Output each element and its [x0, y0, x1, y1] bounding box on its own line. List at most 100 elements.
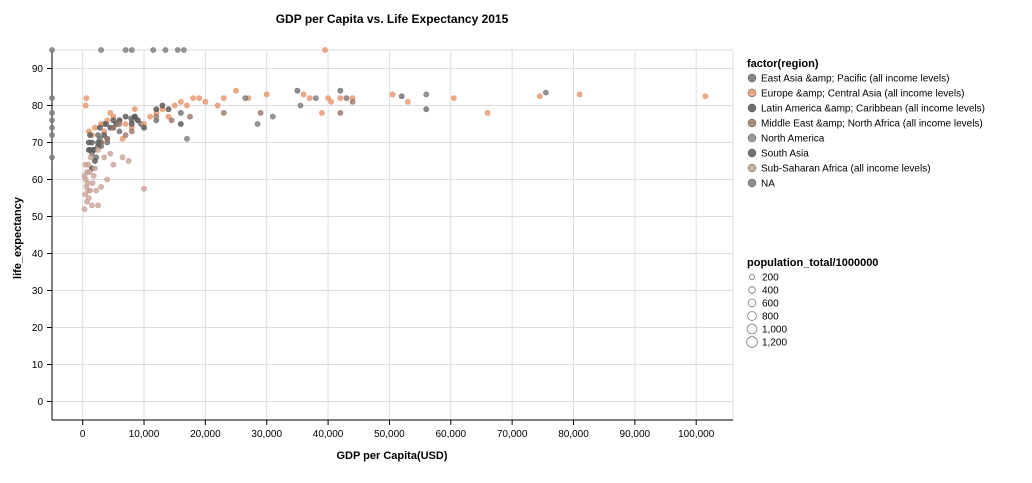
y-tick-label: 0: [37, 397, 43, 408]
data-point: [242, 95, 249, 101]
data-point: [86, 169, 93, 175]
data-point: [93, 187, 100, 194]
data-point: [702, 93, 709, 100]
data-point: [98, 183, 104, 190]
data-point: [423, 106, 430, 113]
chart-title: GDP per Capita vs. Life Expectancy 2015: [276, 12, 509, 26]
data-point: [131, 113, 138, 120]
data-point: [96, 124, 103, 131]
data-point: [92, 165, 98, 172]
points-layer: [49, 47, 709, 212]
size-legend-label: 200: [762, 273, 779, 284]
x-tick-label: 0: [80, 429, 86, 440]
color-legend-swatch: [747, 178, 757, 188]
data-point: [174, 47, 181, 53]
size-legend-swatch: [746, 323, 758, 335]
data-point: [85, 146, 92, 153]
data-point: [269, 113, 276, 120]
data-point: [49, 132, 55, 138]
data-point: [131, 106, 138, 113]
size-legend-swatch: [747, 311, 757, 321]
y-tick-label: 20: [32, 323, 44, 334]
data-point: [294, 87, 301, 94]
data-point: [88, 139, 95, 146]
data-point: [82, 191, 89, 198]
y-tick-label: 30: [32, 286, 44, 297]
y-tick-label: 60: [32, 175, 44, 186]
size-legend-label: 800: [762, 312, 779, 323]
data-point: [103, 121, 109, 127]
data-point: [147, 113, 154, 120]
data-point: [404, 98, 411, 105]
data-point: [177, 110, 184, 116]
data-point: [165, 106, 172, 113]
color-legend-label: Europe &amp; Central Asia (all income le…: [761, 89, 964, 100]
data-point: [343, 95, 350, 101]
data-point: [484, 110, 491, 116]
data-point: [82, 102, 89, 109]
size-legend-swatch: [749, 273, 756, 280]
data-point: [88, 202, 95, 209]
data-point: [110, 124, 117, 131]
data-point: [95, 202, 101, 209]
y-tick-label: 40: [32, 249, 44, 260]
data-point: [110, 161, 117, 168]
data-point: [119, 154, 126, 161]
data-point: [84, 180, 91, 187]
data-point: [125, 158, 132, 164]
data-point: [90, 172, 97, 179]
data-point: [122, 113, 129, 120]
data-point: [82, 161, 89, 168]
data-point: [177, 98, 184, 105]
y-tick-label: 80: [32, 101, 44, 112]
size-legend-label: 1,200: [762, 338, 787, 349]
data-point: [159, 102, 166, 109]
data-point: [187, 113, 193, 120]
data-point: [220, 95, 227, 101]
size-legend-title: population_total/1000000: [747, 257, 878, 269]
color-legend-label: Middle East &amp; North Africa (all inco…: [761, 119, 983, 130]
color-legend-swatch: [747, 148, 757, 158]
color-legend-label: South Asia: [761, 149, 809, 160]
y-tick-label: 50: [32, 212, 44, 223]
data-point: [542, 89, 549, 96]
data-point: [116, 128, 123, 135]
x-tick-label: 20,000: [190, 429, 221, 440]
data-point: [202, 98, 209, 105]
data-point: [306, 95, 313, 101]
color-legend-title: factor(region): [747, 58, 819, 70]
data-point: [328, 98, 335, 105]
data-point: [184, 135, 190, 142]
data-point: [576, 91, 583, 98]
x-tick-label: 30,000: [251, 429, 282, 440]
data-point: [398, 93, 405, 100]
data-point: [49, 124, 55, 131]
y-tick-label: 70: [32, 138, 44, 149]
x-tick-label: 100,000: [678, 429, 715, 440]
x-tick-label: 40,000: [313, 429, 344, 440]
size-legend-swatch: [748, 286, 756, 294]
data-point: [134, 117, 141, 124]
data-point: [101, 132, 108, 138]
data-point: [337, 87, 344, 94]
data-point: [81, 172, 88, 179]
y-tick-label: 10: [32, 360, 44, 371]
x-tick-label: 70,000: [497, 429, 528, 440]
color-legend-swatch: [747, 103, 757, 113]
data-point: [177, 121, 184, 127]
x-tick-label: 60,000: [435, 429, 466, 440]
x-tick-label: 10,000: [129, 429, 160, 440]
y-axis-title: life_expectancy: [12, 196, 24, 279]
data-point: [337, 95, 344, 101]
data-point: [89, 180, 96, 187]
data-point: [81, 206, 88, 212]
x-tick-label: 80,000: [558, 429, 589, 440]
data-point: [84, 198, 90, 205]
color-legend-label: East Asia &amp; Pacific (all income leve…: [761, 74, 949, 85]
x-tick-label: 50,000: [374, 429, 405, 440]
grid-layer: [52, 49, 734, 420]
data-point: [181, 47, 187, 53]
data-point: [92, 124, 98, 131]
color-legend-label: Sub-Saharan Africa (all income levels): [761, 164, 931, 175]
data-point: [128, 128, 135, 135]
